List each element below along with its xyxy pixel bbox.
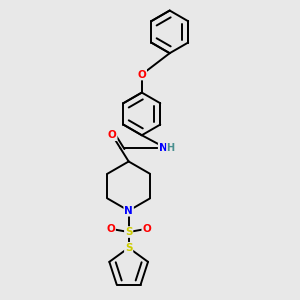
Text: O: O	[137, 70, 146, 80]
Text: O: O	[106, 224, 115, 234]
Text: H: H	[167, 143, 175, 153]
Text: O: O	[108, 130, 117, 140]
Text: N: N	[159, 143, 167, 153]
Text: S: S	[125, 227, 132, 237]
Text: O: O	[142, 224, 151, 234]
Text: S: S	[125, 243, 132, 253]
Text: N: N	[124, 206, 133, 216]
